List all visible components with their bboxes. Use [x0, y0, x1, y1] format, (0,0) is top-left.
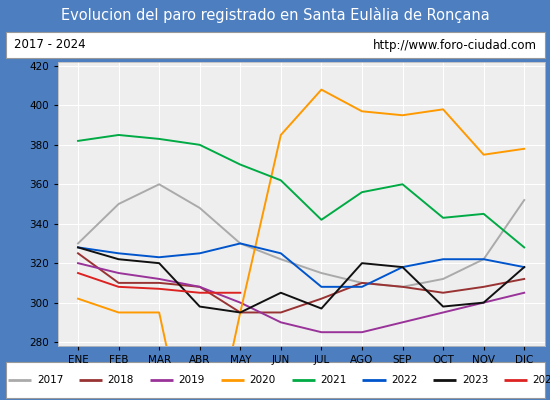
Text: 2021: 2021: [320, 375, 346, 385]
Text: 2022: 2022: [391, 375, 417, 385]
Text: 2019: 2019: [178, 375, 205, 385]
Text: http://www.foro-ciudad.com: http://www.foro-ciudad.com: [372, 38, 536, 52]
Text: 2017: 2017: [37, 375, 63, 385]
Text: Evolucion del paro registrado en Santa Eulàlia de Ronçana: Evolucion del paro registrado en Santa E…: [60, 7, 490, 23]
Text: 2020: 2020: [249, 375, 276, 385]
Text: 2024: 2024: [532, 375, 550, 385]
Text: 2023: 2023: [462, 375, 488, 385]
Text: 2017 - 2024: 2017 - 2024: [14, 38, 85, 52]
Text: 2018: 2018: [108, 375, 134, 385]
